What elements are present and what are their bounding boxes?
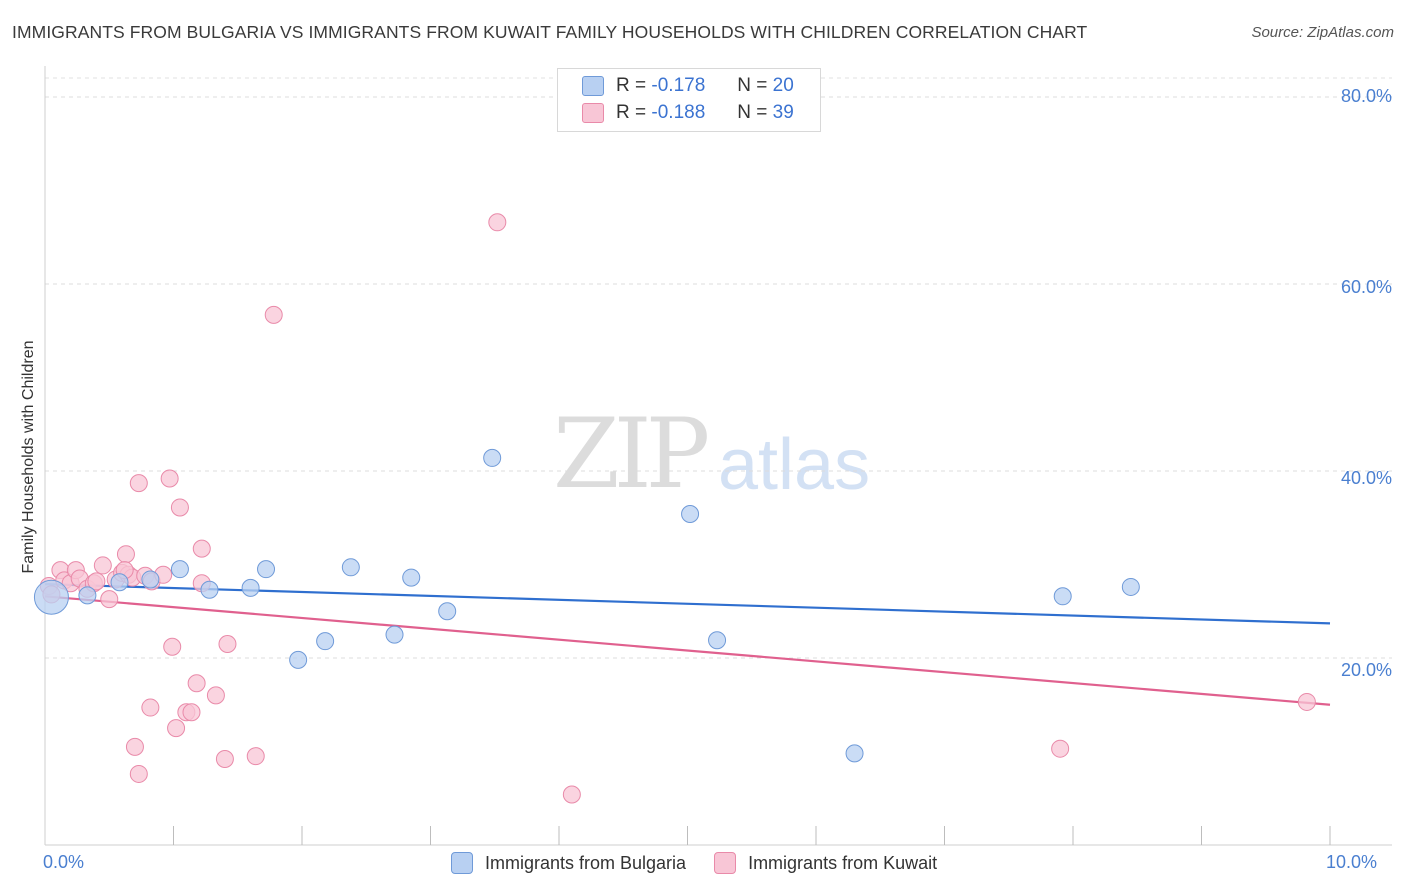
bulgaria-trend-line: [44, 583, 1331, 625]
x-tick-label: 10.0%: [1326, 852, 1378, 872]
kuwait-point: [218, 634, 237, 653]
stats-row-bulgaria: R = -0.178 N = 20: [582, 73, 794, 99]
kuwait-point: [129, 764, 148, 783]
y-axis-label: Family Households with Children: [20, 340, 37, 574]
data-points: [33, 213, 1316, 804]
bulgaria-point: [241, 578, 260, 597]
bulgaria-point: [402, 568, 421, 587]
legend-item-kuwait[interactable]: Immigrants from Kuwait: [714, 852, 937, 874]
kuwait-point: [192, 539, 211, 558]
bulgaria-point: [341, 558, 360, 577]
bulgaria-point: [289, 650, 308, 669]
kuwait-point: [167, 719, 186, 738]
bulgaria-point: [845, 744, 864, 763]
bulgaria-point: [110, 573, 129, 592]
legend-label: Immigrants from Bulgaria: [485, 852, 687, 873]
bulgaria-swatch: [582, 76, 604, 96]
bulgaria-point: [78, 586, 97, 605]
n-label: N =: [737, 102, 768, 123]
kuwait-trend-line: [44, 595, 1331, 706]
bulgaria-point: [438, 602, 457, 621]
bulgaria-point: [33, 579, 69, 615]
kuwait-point: [1297, 692, 1316, 711]
r-label: R =: [616, 102, 647, 123]
kuwait-point: [87, 572, 106, 591]
n-value: 39: [772, 102, 794, 123]
kuwait-point: [246, 747, 265, 766]
y-tick-label: 40.0%: [1340, 468, 1392, 488]
kuwait-point: [182, 703, 201, 722]
bulgaria-swatch: [451, 852, 473, 874]
source-label: Source: ZipAtlas.com: [1251, 24, 1394, 41]
watermark-zip: ZIP: [553, 398, 710, 510]
kuwait-point: [187, 674, 206, 693]
bulgaria-point: [200, 580, 219, 599]
y-tick-label: 60.0%: [1340, 277, 1392, 297]
kuwait-point: [129, 474, 148, 493]
bulgaria-point: [257, 560, 276, 579]
kuwait-point: [160, 469, 179, 488]
kuwait-point: [93, 556, 112, 575]
stats-row-kuwait: R = -0.188 N = 39: [582, 100, 794, 126]
kuwait-point: [562, 785, 581, 804]
kuwait-point: [488, 213, 507, 232]
r-value: -0.178: [651, 75, 706, 96]
bulgaria-point: [385, 625, 404, 644]
trend-lines: [44, 583, 1331, 706]
axes: [44, 66, 1392, 846]
bulgaria-point: [141, 570, 160, 589]
kuwait-point: [264, 305, 283, 324]
kuwait-swatch: [714, 852, 737, 874]
bulgaria-point: [681, 505, 700, 524]
series-legend: Immigrants from Bulgaria Immigrants from…: [451, 852, 965, 874]
kuwait-point: [215, 749, 234, 768]
legend-label: Immigrants from Kuwait: [748, 852, 938, 873]
bulgaria-point: [708, 631, 727, 650]
bulgaria-point: [1121, 577, 1140, 596]
kuwait-point: [141, 698, 160, 717]
n-value: 20: [772, 75, 794, 96]
x-tick-label: 0.0%: [43, 852, 85, 872]
y-tick-label: 80.0%: [1340, 86, 1392, 106]
kuwait-swatch: [582, 103, 604, 123]
r-label: R =: [616, 75, 647, 96]
kuwait-point: [100, 590, 119, 609]
n-label: N =: [737, 75, 768, 96]
chart-title: IMMIGRANTS FROM BULGARIA VS IMMIGRANTS F…: [12, 22, 1088, 42]
kuwait-point: [125, 737, 144, 756]
kuwait-point: [116, 545, 135, 564]
bulgaria-point: [483, 448, 502, 467]
stats-legend: R = -0.178 N = 20 R = -0.188 N = 39: [557, 68, 821, 132]
kuwait-point: [1051, 739, 1070, 758]
watermark-atlas: atlas: [718, 425, 871, 505]
kuwait-point: [206, 686, 225, 705]
bulgaria-point: [316, 632, 335, 651]
y-tick-label: 20.0%: [1340, 660, 1392, 680]
kuwait-point: [163, 637, 182, 656]
r-value: -0.188: [651, 102, 706, 123]
kuwait-point: [170, 498, 189, 517]
legend-item-bulgaria[interactable]: Immigrants from Bulgaria: [451, 852, 686, 874]
bulgaria-point: [1053, 587, 1072, 606]
grid-lines: [45, 77, 1392, 659]
bulgaria-point: [170, 560, 189, 579]
